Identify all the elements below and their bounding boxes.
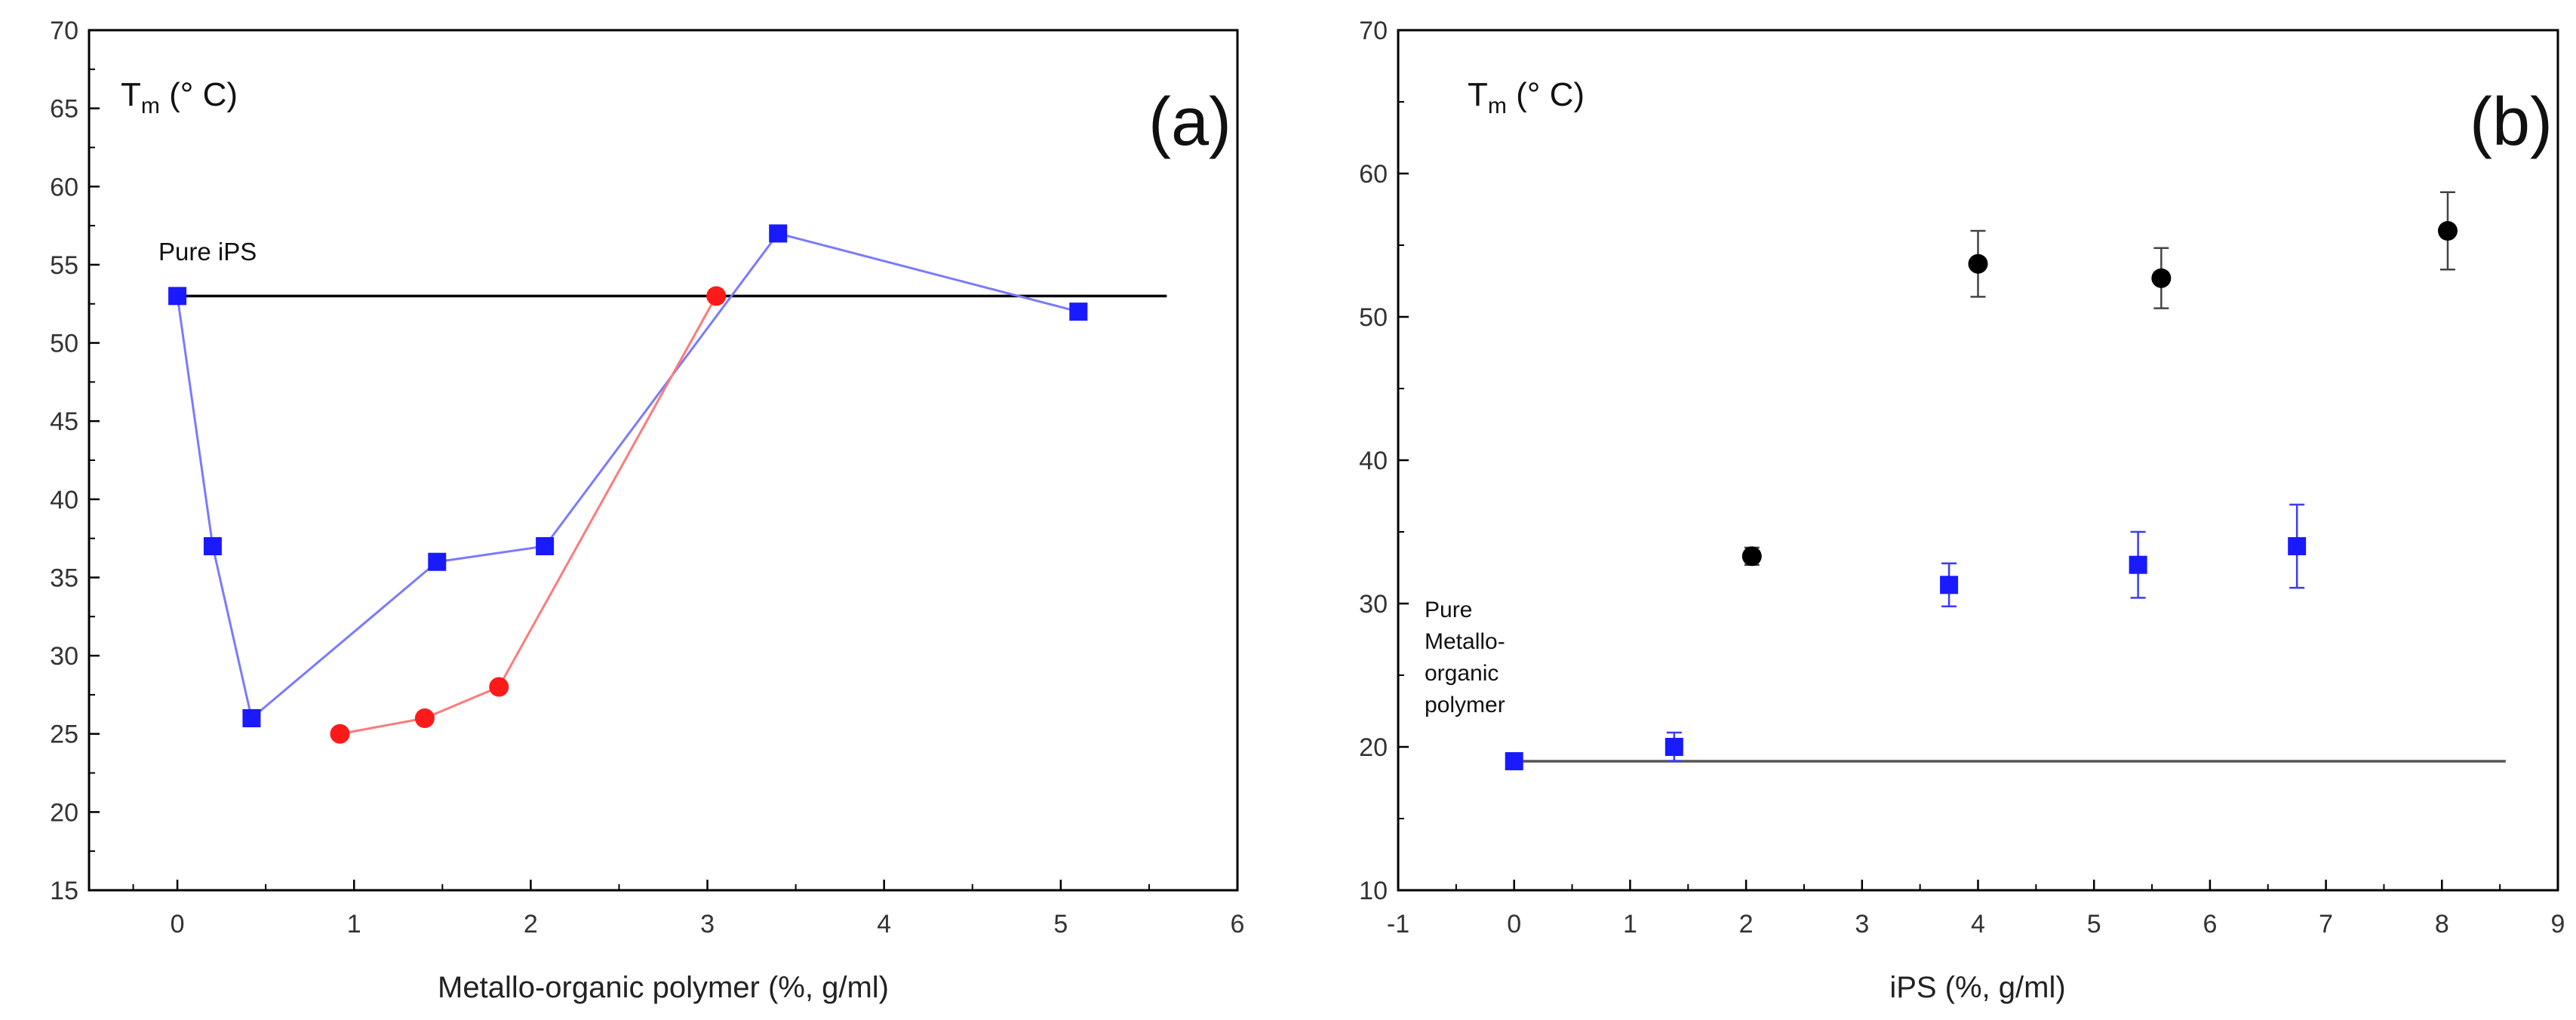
- series-line: [176, 232, 1079, 720]
- data-point: [1069, 303, 1088, 321]
- y-axis-label: Tm (° C): [1468, 76, 1585, 118]
- plot-frame: [88, 29, 1239, 892]
- x-tick-label: 2: [1739, 910, 1754, 939]
- panel-label: (a): [1148, 84, 1231, 160]
- y-tick-label: 60: [1359, 160, 1388, 189]
- data-point: [1968, 253, 1988, 274]
- x-tick-label: 9: [2551, 910, 2565, 939]
- x-tick-label: 0: [171, 910, 185, 939]
- y-tick-label: 35: [50, 564, 78, 592]
- y-tick-label: 50: [50, 330, 78, 358]
- data-point: [414, 708, 435, 728]
- y-tick-label: 20: [50, 798, 78, 827]
- reference-line-label: Pure: [1425, 598, 1472, 622]
- data-point: [1741, 546, 1762, 567]
- y-tick-label: 70: [50, 17, 78, 45]
- y-tick-label: 65: [50, 95, 78, 124]
- x-tick-label: 5: [2087, 910, 2101, 939]
- x-tick-label: 5: [1053, 910, 1068, 939]
- y-tick-label: 30: [50, 642, 78, 671]
- x-tick-label: 1: [347, 910, 361, 939]
- y-tick-label: 55: [50, 251, 78, 280]
- y-tick-label: 40: [1359, 447, 1388, 475]
- y-tick-label: 30: [1359, 590, 1388, 619]
- data-point: [428, 552, 447, 571]
- x-tick-label: 4: [877, 910, 891, 939]
- y-axis-label: Tm (° C): [121, 76, 238, 118]
- y-tick-label: 45: [50, 407, 78, 436]
- x-tick-label: 0: [1507, 910, 1521, 939]
- reference-line-label: Metallo-: [1425, 629, 1505, 654]
- series-line: [340, 295, 718, 736]
- data-point: [769, 224, 788, 243]
- x-tick-label: 3: [1855, 910, 1869, 939]
- panel-label: (b): [2470, 84, 2553, 160]
- x-axis-label: iPS (%, g/ml): [1889, 971, 2065, 1004]
- data-point: [2437, 221, 2458, 241]
- y-tick-label: 20: [1359, 733, 1388, 762]
- data-point: [706, 286, 727, 306]
- data-point: [1940, 576, 1959, 594]
- y-tick-label: 25: [50, 720, 78, 749]
- data-point: [2151, 268, 2172, 288]
- x-tick-label: -1: [1387, 910, 1409, 939]
- x-tick-label: 3: [700, 910, 715, 939]
- data-point: [330, 724, 350, 744]
- reference-line-label: Pure iPS: [158, 238, 257, 266]
- x-tick-label: 2: [524, 910, 538, 939]
- y-tick-label: 60: [50, 173, 78, 201]
- x-tick-label: 1: [1623, 910, 1637, 939]
- data-point: [203, 537, 222, 555]
- data-point: [1505, 752, 1523, 770]
- x-tick-label: 6: [2203, 910, 2217, 939]
- x-axis-label: Metallo-organic polymer (%, g/ml): [438, 971, 889, 1004]
- y-tick-label: 50: [1359, 303, 1388, 332]
- data-point: [489, 677, 509, 697]
- x-tick-label: 6: [1231, 910, 1245, 939]
- data-point: [536, 537, 555, 555]
- reference-line-label: polymer: [1425, 693, 1505, 717]
- data-point: [2129, 555, 2147, 574]
- y-tick-label: 15: [50, 877, 78, 905]
- x-tick-label: 7: [2319, 910, 2333, 939]
- panel-b: 10 20 30 40 50 60 70 -1 0 1 2 3 4 5 6 7 8 9 iPS (%, g/ml) T…: [1359, 17, 2565, 1004]
- x-tick-label: 8: [2435, 910, 2449, 939]
- reference-line-label: organic: [1425, 661, 1499, 686]
- y-tick-label: 10: [1359, 877, 1388, 905]
- y-tick-label: 40: [50, 486, 78, 515]
- data-point: [242, 709, 261, 727]
- y-tick-label: 70: [1359, 17, 1388, 45]
- x-tick-label: 4: [1971, 910, 1985, 939]
- data-point: [168, 287, 187, 306]
- data-point: [1665, 738, 1683, 756]
- data-point: [2288, 537, 2307, 555]
